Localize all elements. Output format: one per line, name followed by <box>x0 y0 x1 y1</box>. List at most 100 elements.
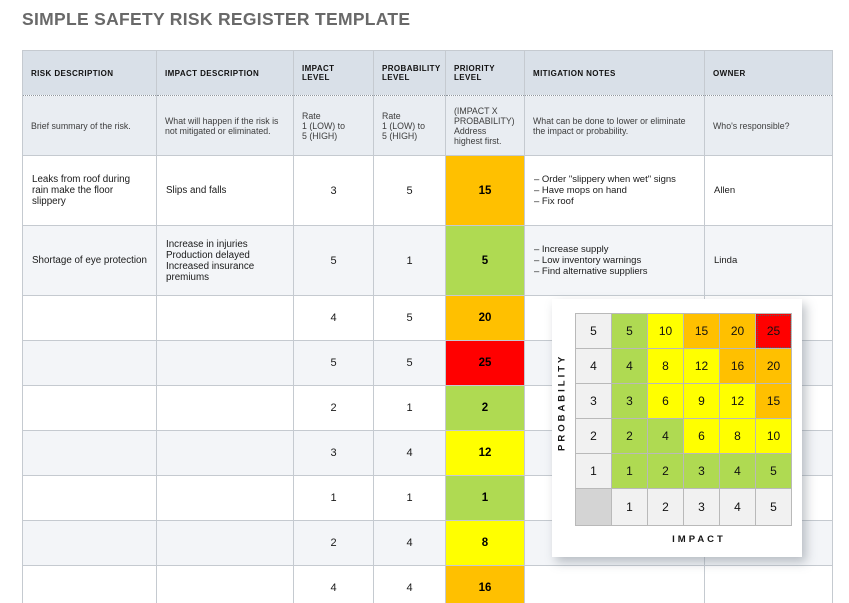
matrix-row: 4 4 8 12 16 20 <box>575 348 792 384</box>
probability-level-cell[interactable]: 1 <box>373 475 446 521</box>
matrix-cell[interactable]: 9 <box>683 383 720 419</box>
matrix-cell[interactable]: 2 <box>647 453 684 489</box>
priority-level-cell[interactable]: 5 <box>445 225 525 296</box>
matrix-cell[interactable]: 20 <box>719 313 756 349</box>
impact-level-cell[interactable]: 4 <box>293 295 374 341</box>
risk-cell[interactable] <box>22 520 157 566</box>
matrix-cell[interactable]: 5 <box>611 313 648 349</box>
risk-cell[interactable] <box>22 385 157 431</box>
hint-mitigation-notes: What can be done to lower or eliminate t… <box>524 95 705 156</box>
priority-value: 8 <box>446 521 524 565</box>
matrix-cell[interactable]: 2 <box>611 418 648 454</box>
impact-description-cell[interactable] <box>156 475 294 521</box>
priority-level-cell[interactable]: 8 <box>445 520 525 566</box>
impact-description-cell[interactable] <box>156 520 294 566</box>
impact-level-cell[interactable]: 5 <box>293 340 374 386</box>
priority-value: 1 <box>446 476 524 520</box>
matrix-cell[interactable]: 16 <box>719 348 756 384</box>
matrix-cell[interactable]: 3 <box>683 453 720 489</box>
owner-cell[interactable] <box>704 565 833 603</box>
priority-level-cell[interactable]: 1 <box>445 475 525 521</box>
table-row: Leaks from roof during rain make the flo… <box>22 155 833 226</box>
impact-level-cell[interactable]: 5 <box>293 225 374 296</box>
impact-tick: 1 <box>611 488 648 526</box>
impact-description-cell[interactable]: Increase in injuries Production delayed … <box>156 225 294 296</box>
impact-description-cell[interactable] <box>156 430 294 476</box>
probability-tick: 5 <box>575 313 612 349</box>
col-header-owner: OWNER <box>704 50 833 96</box>
matrix-cell[interactable]: 1 <box>611 453 648 489</box>
page-title: SIMPLE SAFETY RISK REGISTER TEMPLATE <box>22 9 411 29</box>
matrix-cell[interactable]: 20 <box>755 348 792 384</box>
mitigation-notes-cell[interactable]: – Order "slippery when wet" signs – Have… <box>524 155 705 226</box>
impact-level-cell[interactable]: 2 <box>293 520 374 566</box>
probability-axis-label: PROBABILITY <box>556 353 568 451</box>
probability-level-cell[interactable]: 1 <box>373 385 446 431</box>
matrix-cell[interactable]: 15 <box>683 313 720 349</box>
mitigation-notes-cell[interactable]: – Increase supply – Low inventory warnin… <box>524 225 705 296</box>
hint-risk: Brief summary of the risk. <box>22 95 157 156</box>
impact-level-cell[interactable]: 4 <box>293 565 374 603</box>
probability-level-cell[interactable]: 5 <box>373 340 446 386</box>
matrix-row: 3 3 6 9 12 15 <box>575 383 792 419</box>
matrix-cell[interactable]: 15 <box>755 383 792 419</box>
owner-cell[interactable]: Allen <box>704 155 833 226</box>
priority-level-cell[interactable]: 12 <box>445 430 525 476</box>
priority-level-cell[interactable]: 16 <box>445 565 525 603</box>
priority-level-cell[interactable]: 20 <box>445 295 525 341</box>
table-row: Shortage of eye protection Increase in i… <box>22 225 833 296</box>
matrix-cell[interactable]: 6 <box>647 383 684 419</box>
matrix-cell[interactable]: 10 <box>647 313 684 349</box>
matrix-row: 1 1 2 3 4 5 <box>575 453 792 489</box>
matrix-cell[interactable]: 4 <box>719 453 756 489</box>
matrix-cell[interactable]: 12 <box>683 348 720 384</box>
impact-axis-row: 1 2 3 4 5 <box>575 488 792 526</box>
priority-value: 12 <box>446 431 524 475</box>
impact-level-cell[interactable]: 1 <box>293 475 374 521</box>
matrix-cell-selected[interactable]: 25 <box>755 313 792 349</box>
priority-value: 2 <box>446 386 524 430</box>
matrix-cell[interactable]: 5 <box>755 453 792 489</box>
impact-level-cell[interactable]: 2 <box>293 385 374 431</box>
priority-level-cell[interactable]: 2 <box>445 385 525 431</box>
matrix-cell[interactable]: 3 <box>611 383 648 419</box>
matrix-cell[interactable]: 8 <box>719 418 756 454</box>
priority-value: 16 <box>446 566 524 603</box>
mitigation-notes-cell[interactable] <box>524 565 705 603</box>
col-header-probability-level: PROBABILITY LEVEL <box>373 50 446 96</box>
matrix-cell[interactable]: 12 <box>719 383 756 419</box>
priority-level-cell[interactable]: 25 <box>445 340 525 386</box>
risk-cell[interactable] <box>22 430 157 476</box>
risk-cell[interactable] <box>22 475 157 521</box>
impact-description-cell[interactable] <box>156 385 294 431</box>
hints-row: Brief summary of the risk. What will hap… <box>22 95 833 156</box>
owner-cell[interactable]: Linda <box>704 225 833 296</box>
probability-level-cell[interactable]: 5 <box>373 295 446 341</box>
impact-level-cell[interactable]: 3 <box>293 155 374 226</box>
priority-value: 25 <box>446 341 524 385</box>
risk-cell[interactable] <box>22 565 157 603</box>
probability-level-cell[interactable]: 1 <box>373 225 446 296</box>
impact-description-cell[interactable] <box>156 340 294 386</box>
priority-level-cell[interactable]: 15 <box>445 155 525 226</box>
impact-description-cell[interactable]: Slips and falls <box>156 155 294 226</box>
matrix-cell[interactable]: 4 <box>611 348 648 384</box>
impact-description-cell[interactable] <box>156 295 294 341</box>
probability-level-cell[interactable]: 4 <box>373 520 446 566</box>
matrix-cell[interactable]: 10 <box>755 418 792 454</box>
hint-priority-level: (IMPACT X PROBABILITY) Address highest f… <box>445 95 525 156</box>
risk-cell[interactable] <box>22 295 157 341</box>
col-header-impact-level: IMPACT LEVEL <box>293 50 374 96</box>
probability-level-cell[interactable]: 4 <box>373 430 446 476</box>
risk-cell[interactable]: Shortage of eye protection <box>22 225 157 296</box>
impact-level-cell[interactable]: 3 <box>293 430 374 476</box>
matrix-cell[interactable]: 4 <box>647 418 684 454</box>
risk-cell[interactable] <box>22 340 157 386</box>
probability-level-cell[interactable]: 4 <box>373 565 446 603</box>
header-row: RISK DESCRIPTION IMPACT DESCRIPTION IMPA… <box>22 50 833 96</box>
matrix-cell[interactable]: 8 <box>647 348 684 384</box>
impact-description-cell[interactable] <box>156 565 294 603</box>
matrix-cell[interactable]: 6 <box>683 418 720 454</box>
risk-cell[interactable]: Leaks from roof during rain make the flo… <box>22 155 157 226</box>
probability-level-cell[interactable]: 5 <box>373 155 446 226</box>
